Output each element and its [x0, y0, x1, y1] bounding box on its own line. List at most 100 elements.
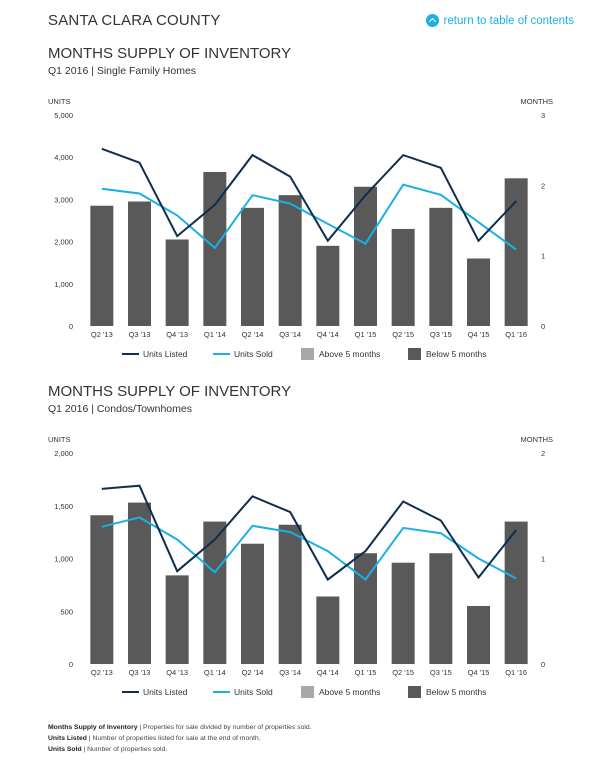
bar-below-5-months [165, 239, 189, 326]
bar-below-5-months [354, 186, 377, 326]
bar-below-5-months [467, 258, 490, 326]
footnote: Months Supply of Inventory | Properties … [48, 724, 312, 731]
bar-below-5-months [278, 524, 302, 664]
x-tick-label: Q4 '15 [468, 330, 490, 339]
left-tick-label: 2,000 [54, 238, 73, 247]
bar-below-5-months [241, 543, 264, 664]
x-tick-label: Q2 '15 [392, 668, 414, 677]
legend-label: Units Sold [234, 687, 273, 697]
left-tick-label: 0 [69, 322, 73, 331]
x-tick-label: Q1 '16 [505, 668, 527, 677]
bar-below-5-months [128, 201, 151, 326]
footnote: Units Sold | Number of properties sold. [48, 746, 168, 753]
left-tick-label: 1,000 [54, 280, 73, 289]
bar-below-5-months [203, 521, 227, 664]
right-tick-label: 2 [541, 181, 545, 190]
legend-label: Below 5 months [426, 349, 486, 359]
left-tick-label: 3,000 [54, 195, 73, 204]
bar-below-5-months [354, 553, 377, 664]
bar-below-5-months [429, 553, 453, 664]
x-tick-label: Q2 '15 [392, 330, 414, 339]
legend-label: Units Sold [234, 349, 273, 359]
chart-svg: UNITS MONTHS 0 500 1,000 1,500 2,000 0 1 2 Q2 '13 Q… [48, 435, 554, 698]
legend-swatch-above-5-months [301, 686, 314, 698]
x-tick-label: Q1 '15 [355, 330, 377, 339]
bar-below-5-months [391, 562, 415, 664]
bar-below-5-months [429, 207, 453, 326]
x-tick-label: Q4 '13 [166, 668, 188, 677]
chart-section-single-family: MONTHS SUPPLY OF INVENTORY Q1 2016 | Sin… [0, 45, 614, 370]
page-title: SANTA CLARA COUNTY [48, 12, 221, 29]
left-tick-label: 4,000 [54, 153, 73, 162]
x-tick-label: Q4 '14 [317, 330, 339, 339]
chart-subtitle: Q1 2016 | Single Family Homes [48, 65, 197, 77]
left-tick-label: 0 [69, 660, 73, 669]
legend-label: Units Listed [143, 687, 188, 697]
x-tick-label: Q2 '13 [91, 330, 113, 339]
left-axis-label: UNITS [48, 97, 71, 106]
left-tick-label: 2,000 [54, 449, 73, 458]
chart-title: MONTHS SUPPLY OF INVENTORY [48, 45, 292, 62]
x-tick-label: Q3 '15 [430, 668, 452, 677]
right-axis-label: MONTHS [521, 435, 554, 444]
footnotes: Months Supply of Inventory | Properties … [48, 722, 312, 755]
x-tick-label: Q3 '14 [279, 668, 301, 677]
legend-label: Above 5 months [319, 349, 380, 359]
legend-label: Units Listed [143, 349, 188, 359]
left-tick-label: 1,500 [54, 502, 73, 511]
bar-below-5-months [241, 207, 264, 326]
legend-swatch-above-5-months [301, 348, 314, 360]
line-units-listed [101, 484, 517, 582]
line-units-sold [101, 183, 517, 251]
bar-below-5-months [128, 502, 151, 664]
footnote: Units Listed | Number of properties list… [48, 735, 261, 742]
chart-svg: UNITS MONTHS 0 1,000 2,000 3,000 4,000 5,000 0 1 2… [48, 97, 554, 360]
left-tick-label: 500 [60, 607, 73, 616]
chart-section-condos: MONTHS SUPPLY OF INVENTORY Q1 2016 | Con… [0, 383, 614, 708]
right-tick-label: 3 [541, 111, 545, 120]
right-tick-label: 0 [541, 322, 545, 331]
x-tick-label: Q4 '13 [166, 330, 188, 339]
x-tick-label: Q2 '14 [242, 330, 264, 339]
bar-below-5-months [467, 605, 490, 664]
x-tick-label: Q4 '14 [317, 668, 339, 677]
left-tick-label: 1,000 [54, 555, 73, 564]
line-units-sold [101, 516, 517, 582]
legend-swatch-below-5-months [408, 686, 421, 698]
x-tick-label: Q1 '15 [355, 668, 377, 677]
x-tick-label: Q3 '13 [129, 668, 151, 677]
chart-subtitle: Q1 2016 | Condos/Townhomes [48, 403, 192, 415]
bar-below-5-months [278, 195, 302, 326]
right-tick-label: 2 [541, 449, 545, 458]
bar-below-5-months [316, 596, 340, 664]
return-to-toc-link[interactable]: return to table of contents [425, 14, 574, 27]
x-tick-label: Q1 '14 [204, 668, 226, 677]
left-tick-label: 5,000 [54, 111, 73, 120]
bar-below-5-months [504, 521, 528, 664]
bar-below-5-months [391, 228, 415, 326]
x-tick-label: Q1 '16 [505, 330, 527, 339]
right-tick-label: 1 [541, 555, 545, 564]
x-tick-label: Q4 '15 [468, 668, 490, 677]
right-tick-label: 0 [541, 660, 545, 669]
x-tick-label: Q1 '14 [204, 330, 226, 339]
x-tick-label: Q3 '15 [430, 330, 452, 339]
legend-swatch-below-5-months [408, 348, 421, 360]
chart-title: MONTHS SUPPLY OF INVENTORY [48, 383, 292, 400]
chevron-up-icon [425, 14, 439, 27]
bar-below-5-months [316, 245, 340, 326]
x-tick-label: Q3 '13 [129, 330, 151, 339]
x-tick-label: Q3 '14 [279, 330, 301, 339]
legend-label: Above 5 months [319, 687, 380, 697]
left-axis-label: UNITS [48, 435, 71, 444]
bar-below-5-months [504, 178, 528, 326]
bar-below-5-months [165, 575, 189, 664]
x-tick-label: Q2 '14 [242, 668, 264, 677]
toc-link-label: return to table of contents [443, 14, 574, 27]
right-axis-label: MONTHS [521, 97, 554, 106]
right-tick-label: 1 [541, 252, 545, 261]
x-tick-label: Q2 '13 [91, 668, 113, 677]
bar-below-5-months [90, 205, 114, 326]
legend-label: Below 5 months [426, 687, 486, 697]
line-units-listed [101, 147, 517, 243]
